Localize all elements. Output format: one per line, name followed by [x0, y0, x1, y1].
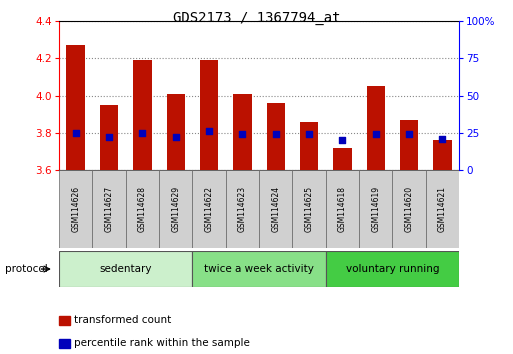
Point	[205, 129, 213, 134]
Bar	[67, 45, 85, 170]
Text: GSM114629: GSM114629	[171, 186, 180, 232]
Point	[238, 131, 246, 137]
Text: GSM114618: GSM114618	[338, 186, 347, 232]
Point	[405, 131, 413, 137]
Text: GSM114624: GSM114624	[271, 186, 280, 232]
Bar	[400, 120, 418, 170]
Bar	[333, 148, 351, 170]
Text: sedentary: sedentary	[100, 264, 152, 274]
Bar	[200, 60, 218, 170]
Text: GSM114626: GSM114626	[71, 186, 80, 232]
Bar	[392, 170, 426, 248]
Bar	[326, 170, 359, 248]
Bar	[59, 170, 92, 248]
Bar	[426, 170, 459, 248]
Bar	[326, 251, 459, 287]
Text: GSM114627: GSM114627	[105, 186, 113, 232]
Bar	[92, 170, 126, 248]
Bar	[126, 170, 159, 248]
Text: protocol: protocol	[5, 264, 48, 274]
Point	[138, 130, 147, 136]
Bar	[192, 170, 226, 248]
Text: GSM114620: GSM114620	[405, 186, 413, 232]
Bar	[433, 140, 451, 170]
Point	[271, 131, 280, 137]
Text: GSM114625: GSM114625	[305, 186, 313, 232]
Bar	[100, 105, 118, 170]
Point	[305, 131, 313, 137]
Text: GDS2173 / 1367794_at: GDS2173 / 1367794_at	[173, 11, 340, 25]
Text: GSM114619: GSM114619	[371, 186, 380, 232]
Bar	[259, 170, 292, 248]
Bar	[192, 251, 326, 287]
Text: GSM114628: GSM114628	[138, 186, 147, 232]
Point	[438, 136, 446, 142]
Bar	[267, 103, 285, 170]
Point	[171, 135, 180, 140]
Point	[371, 131, 380, 137]
Bar	[133, 60, 151, 170]
Point	[338, 137, 346, 143]
Bar	[226, 170, 259, 248]
Point	[105, 135, 113, 140]
Bar	[300, 121, 318, 170]
Text: percentile rank within the sample: percentile rank within the sample	[74, 338, 250, 348]
Bar	[59, 251, 192, 287]
Text: transformed count: transformed count	[74, 315, 172, 325]
Bar	[292, 170, 326, 248]
Bar	[159, 170, 192, 248]
Bar	[367, 86, 385, 170]
Text: GSM114621: GSM114621	[438, 186, 447, 232]
Text: voluntary running: voluntary running	[346, 264, 439, 274]
Bar	[359, 170, 392, 248]
Bar	[167, 94, 185, 170]
Bar	[233, 94, 251, 170]
Text: GSM114622: GSM114622	[205, 186, 213, 232]
Text: twice a week activity: twice a week activity	[204, 264, 314, 274]
Point	[71, 130, 80, 136]
Text: GSM114623: GSM114623	[238, 186, 247, 232]
